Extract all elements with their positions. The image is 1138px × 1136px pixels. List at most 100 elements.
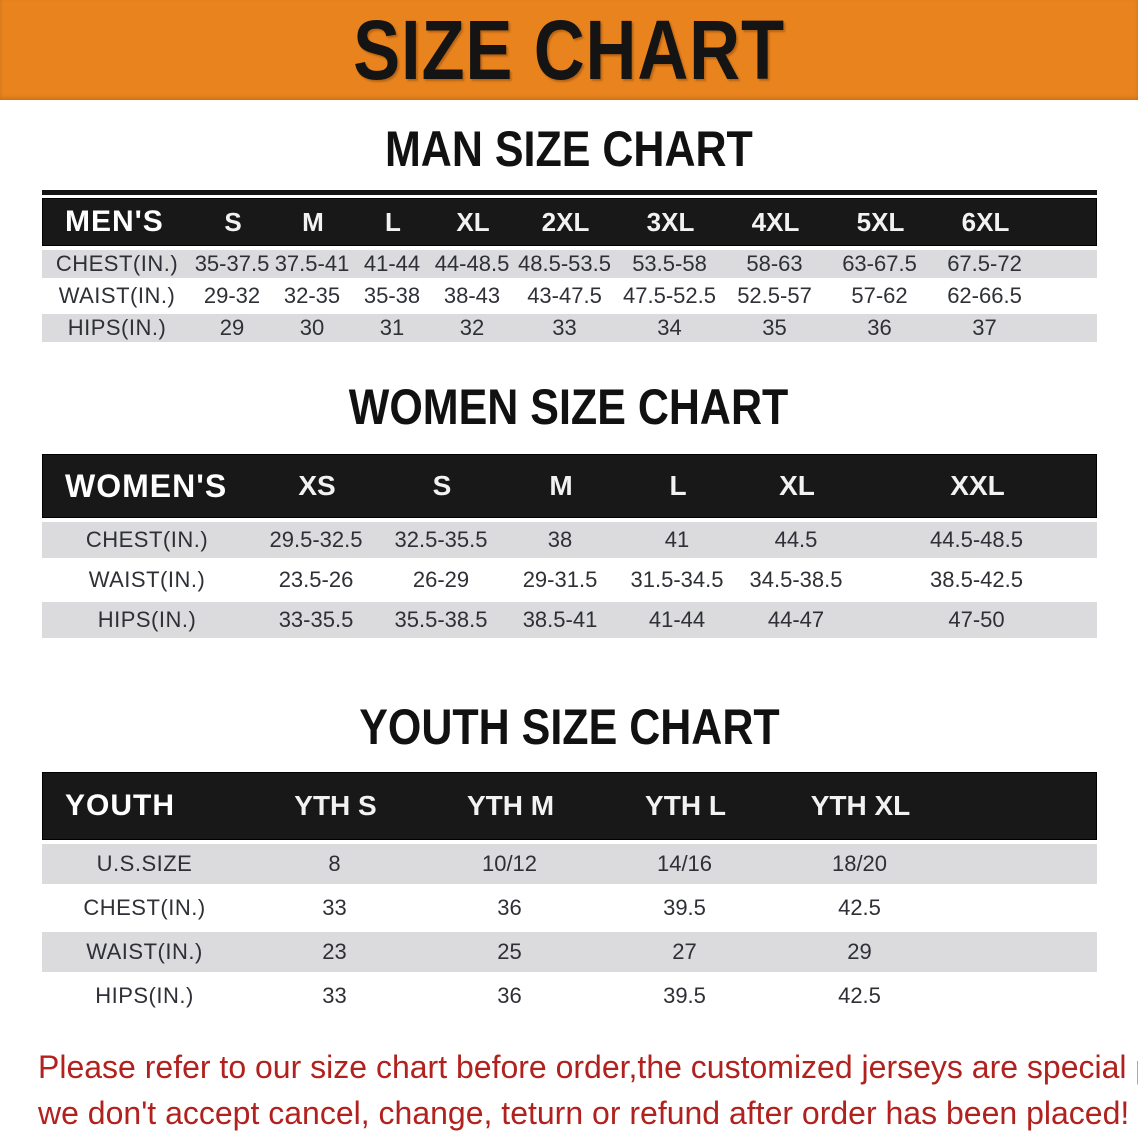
size-value-cell: 36 [497,983,522,1008]
size-value-cell: 18/20 [831,851,888,876]
size-column-header: 2XL [541,206,590,237]
size-value-cell: 38 [547,527,573,552]
size-value-cell: 44.5 [774,527,818,552]
men-header-label: MEN'S [65,205,164,238]
size-value-cell: 29-32 [203,283,261,308]
size-value-cell: 41-44 [363,251,421,276]
row-label: CHEST(IN.) [83,895,206,920]
size-column-header: YTH S [294,790,377,821]
women-table-header-row: WOMEN'S XS S M L XL XXL [42,454,1097,518]
size-column-header: 5XL [856,206,905,237]
size-value-cell: 29 [219,315,245,340]
size-value-cell: 34 [657,315,682,340]
size-value-cell: 33 [322,983,347,1008]
size-column-header: S [432,470,452,501]
size-value-cell: 39.5 [663,983,706,1008]
size-column-header: M [302,206,324,237]
size-value-cell: 38.5-42.5 [930,567,1023,592]
size-value-cell: 57-62 [851,283,908,308]
size-value-cell: 44-47 [767,607,825,632]
youth-table-header-row: YOUTH YTH S YTH M YTH L YTH XL [42,772,1097,840]
size-value-cell: 35-37.5 [194,251,270,276]
size-value-cell: 8 [328,851,341,876]
size-column-header: 6XL [961,206,1010,237]
men-waist-row: WAIST(IN.) 29-32 32-35 35-38 38-43 43-47… [42,282,1097,310]
size-value-cell: 62-66.5 [947,283,1022,308]
size-value-cell: 63-67.5 [842,251,917,276]
size-value-cell: 47.5-52.5 [623,283,716,308]
size-value-cell: 35 [762,315,787,340]
size-value-cell: 44-48.5 [434,251,510,276]
size-value-cell: 14/16 [656,851,713,876]
notice-text-line-1: Please refer to our size chart before or… [38,1049,1138,1085]
men-table-top-border [42,190,1097,195]
size-value-cell: 42.5 [838,895,881,920]
size-value-cell: 27 [672,939,697,964]
size-value-cell: 29.5-32.5 [269,527,363,552]
row-label: WAIST(IN.) [86,939,203,964]
row-label: CHEST(IN.) [55,251,179,276]
size-chart-banner: SIZE CHART [0,0,1138,100]
size-value-cell: 29-31.5 [522,567,598,592]
youth-header-label: YOUTH [65,789,175,822]
size-value-cell: 34.5-38.5 [749,567,843,592]
youth-size-chart-heading-text: YOUTH SIZE CHART [358,699,780,755]
women-size-chart-heading-text: WOMEN SIZE CHART [349,379,789,435]
women-hips-row: HIPS(IN.) 33-35.5 35.5-38.5 38.5-41 41-4… [42,602,1097,638]
man-size-chart-heading-text: MAN SIZE CHART [385,121,753,177]
women-chest-row: CHEST(IN.) 29.5-32.5 32.5-35.5 38 41 44.… [42,522,1097,558]
youth-hips-row: HIPS(IN.) 33 36 39.5 42.5 [42,976,1097,1016]
row-label: HIPS(IN.) [67,315,167,340]
size-value-cell: 38.5-41 [522,607,598,632]
size-value-cell: 10/12 [481,851,538,876]
size-value-cell: 36 [867,315,892,340]
size-column-header: YTH L [645,790,726,821]
men-hips-row: HIPS(IN.) 29 30 31 32 33 34 35 36 37 [42,314,1097,342]
women-size-chart-heading: WOMEN SIZE CHART [0,380,1138,434]
size-value-cell: 38-43 [443,283,501,308]
size-value-cell: 43-47.5 [527,283,602,308]
men-size-table: MEN'S S M L XL 2XL 3XL 4XL 5XL 6XL CHEST… [42,190,1097,342]
notice-text-line-2: we don't accept cancel, change, teturn o… [38,1095,1130,1131]
size-column-header: S [224,206,242,237]
size-value-cell: 41-44 [648,607,706,632]
size-value-cell: 32-35 [283,283,341,308]
size-value-cell: 47-50 [948,607,1005,632]
size-column-header: YTH XL [810,790,911,821]
youth-size-table: YOUTH YTH S YTH M YTH L YTH XL U.S.SIZE … [42,772,1097,1016]
size-value-cell: 41 [664,527,690,552]
size-column-header: 3XL [646,206,695,237]
men-table-header-row: MEN'S S M L XL 2XL 3XL 4XL 5XL 6XL [42,198,1097,246]
row-label: WAIST(IN.) [58,283,176,308]
size-value-cell: 37.5-41 [274,251,350,276]
size-value-cell: 53.5-58 [632,251,707,276]
size-value-cell: 23 [322,939,347,964]
men-chest-row: CHEST(IN.) 35-37.5 37.5-41 41-44 44-48.5… [42,250,1097,278]
size-column-header: YTH M [466,790,555,821]
size-value-cell: 25 [497,939,522,964]
women-size-table: WOMEN'S XS S M L XL XXL CHEST(IN.) 29.5-… [42,454,1097,638]
size-value-cell: 29 [847,939,872,964]
size-value-cell: 33-35.5 [278,607,354,632]
size-value-cell: 23.5-26 [278,567,354,592]
row-label: U.S.SIZE [96,851,193,876]
size-column-header: L [669,470,687,501]
size-column-header: XL [779,470,815,501]
size-value-cell: 35.5-38.5 [394,607,488,632]
size-value-cell: 35-38 [363,283,421,308]
size-column-header: 4XL [751,206,800,237]
size-value-cell: 42.5 [838,983,881,1008]
youth-chest-row: CHEST(IN.) 33 36 39.5 42.5 [42,888,1097,928]
size-column-header: L [385,206,401,237]
row-label: HIPS(IN.) [95,983,194,1008]
youth-waist-row: WAIST(IN.) 23 25 27 29 [42,932,1097,972]
size-column-header: XS [298,470,336,501]
size-value-cell: 44.5-48.5 [930,527,1023,552]
size-value-cell: 52.5-57 [737,283,812,308]
youth-ussize-row: U.S.SIZE 8 10/12 14/16 18/20 [42,844,1097,884]
page-title: SIZE CHART [353,3,785,97]
size-value-cell: 30 [299,315,325,340]
women-header-label: WOMEN'S [65,467,228,504]
size-value-cell: 58-63 [746,251,803,276]
size-value-cell: 26-29 [412,567,470,592]
